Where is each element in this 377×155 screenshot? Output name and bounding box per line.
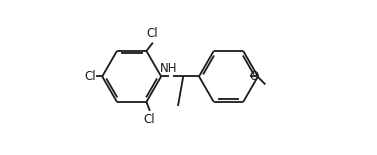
Text: Cl: Cl <box>85 70 97 83</box>
Text: NH: NH <box>160 62 177 75</box>
Text: Cl: Cl <box>144 113 155 126</box>
Text: Cl: Cl <box>147 27 158 40</box>
Text: O: O <box>249 70 258 83</box>
